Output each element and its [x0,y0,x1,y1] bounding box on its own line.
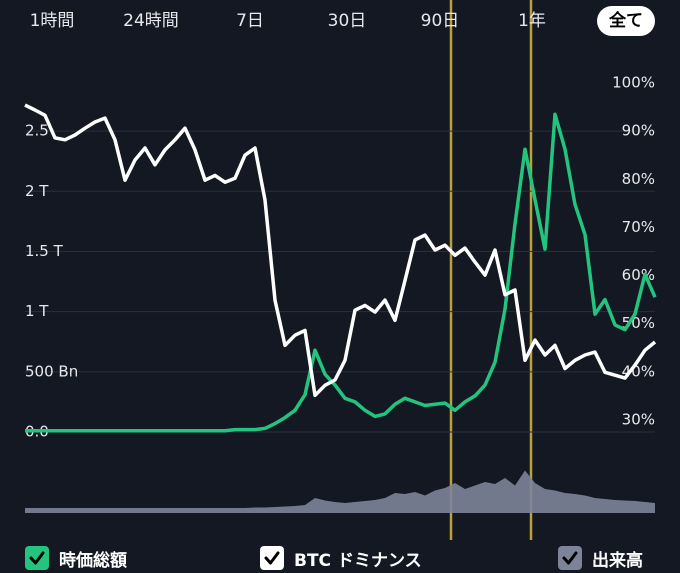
y2-tick-label: 40% [622,362,655,380]
time-range-tab[interactable]: 24時間 [123,11,179,31]
y2-tick-label: 90% [622,122,655,140]
check-icon [562,551,578,565]
checkbox[interactable] [25,546,49,570]
y-tick-label: 500 Bn [25,362,78,380]
checkbox[interactable] [260,546,284,570]
time-range-tab[interactable]: 全て [597,6,655,36]
legend-item[interactable]: 出来高 [558,545,643,571]
series-line [24,103,657,398]
y2-tick-label: 60% [622,266,655,284]
y2-tick-label: 70% [622,218,655,236]
time-range-tab[interactable]: 30日 [327,11,367,31]
y2-tick-label: 30% [622,410,655,428]
series-line [25,112,657,433]
legend-label: 時価総額 [59,550,127,571]
y2-tick-label: 100% [612,74,655,92]
time-range-tab[interactable]: 7日 [236,11,264,31]
y-tick-label: 1 T [25,302,49,320]
time-range-tab[interactable]: 1年 [518,11,546,31]
checkbox[interactable] [558,546,582,570]
y-tick-label: 2.5 [25,122,49,140]
legend-label: BTC ドミナンス [294,550,422,571]
check-icon [29,551,45,565]
time-range-tab[interactable]: 90日 [420,11,460,31]
check-icon [264,551,280,565]
volume-area [25,470,655,513]
y2-tick-label: 80% [622,170,655,188]
legend-item[interactable]: BTC ドミナンス [260,545,422,571]
legend-label: 出来高 [592,550,643,571]
y-tick-label: 2 T [25,182,49,200]
y-tick-label: 1.5 T [25,242,64,260]
legend-item[interactable]: 時価総額 [25,545,127,571]
time-range-tab[interactable]: 1時間 [29,11,75,31]
